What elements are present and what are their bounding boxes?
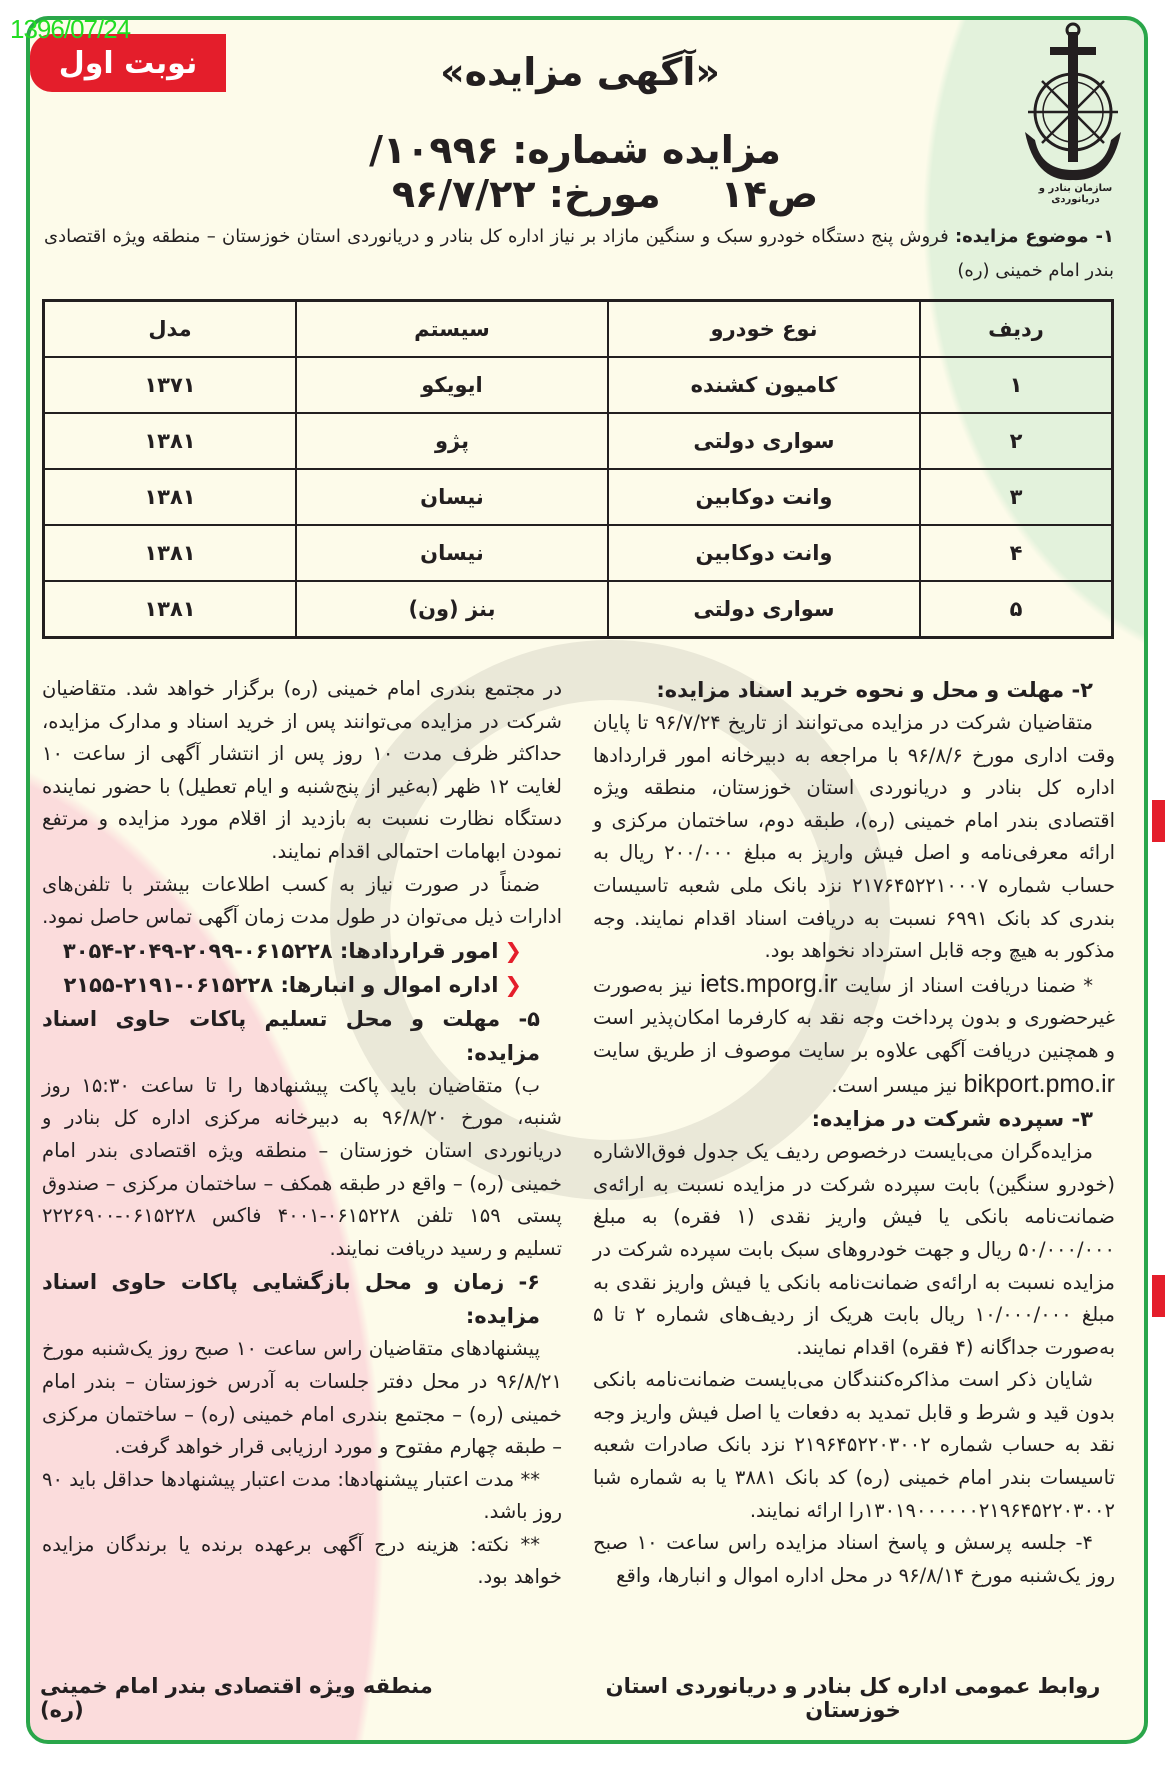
notice-title: «آگهی مزایده»	[440, 50, 720, 94]
table-row: ۲ سواری دولتی پژو ۱۳۸۱	[42, 412, 1114, 470]
cell-model: ۱۳۷۱	[42, 356, 297, 414]
auction-number: مزایده شماره: ۱۰۹۹۶/ص۱۴	[369, 128, 819, 216]
phone-contracts: ❮امور قراردادها: ۰۶۱۵۲۲۸-۲۰۹۹-۲۰۴۹-۳۰۵۴	[42, 934, 562, 968]
validity-note: ** مدت اعتبار پیشنهادها: مدت اعتبار پیشن…	[42, 1467, 562, 1524]
header-row-no: ردیف	[919, 299, 1114, 358]
cell-vehicle-type: وانت دوکابین	[607, 468, 921, 526]
table-row: ۳ وانت دوکابین نیسان ۱۳۸۱	[42, 468, 1114, 526]
auction-subject: ۱- موضوع مزایده: فروش پنج دستگاه خودرو س…	[44, 220, 1114, 288]
chevron-left-icon: ❮	[504, 938, 522, 963]
online-note-text: نیز به‌صورت غیرحضوری و بدون پرداخت وجه ن…	[593, 973, 1115, 1062]
phone-number: ۰۶۱۵۲۲۸-۲۰۹۹-۲۰۴۹-۳۰۵۴	[62, 938, 333, 963]
logo-caption: سازمان بنادر و دریانوردی	[1038, 183, 1113, 205]
cell-model: ۱۳۸۱	[42, 524, 297, 582]
cell-model: ۱۳۸۱	[42, 580, 297, 639]
section-5-text: ب) متقاضیان باید پاکت پیشنهادها را تا سا…	[42, 1073, 562, 1260]
first-publication-badge: نوبت اول	[30, 34, 226, 92]
edge-marker	[1152, 800, 1165, 842]
cell-system: نیسان	[295, 468, 609, 526]
cell-model: ۱۳۸۱	[42, 468, 297, 526]
section-6-text: پیشنهادهای متقاضیان راس ساعت ۱۰ صبح روز …	[42, 1337, 562, 1459]
site-link-bikport[interactable]: bikport.pmo.ir	[963, 1069, 1115, 1098]
section-3-title: ۳- سپرده شرکت در مزایده:	[811, 1107, 1093, 1132]
header-system: سیستم	[295, 299, 609, 358]
phone-label: اداره اموال و انبارها:	[280, 972, 499, 997]
auction-number-line: مزایده شماره: ۱۰۹۹۶/ص۱۴مورخ: ۹۶/۷/۲۲	[250, 128, 930, 216]
header-model: مدل	[42, 299, 297, 358]
table-row: ۱ کامیون کشنده ایویکو ۱۳۷۱	[42, 356, 1114, 414]
auction-date: مورخ: ۹۶/۷/۲۲	[391, 172, 661, 216]
table-row: ۴ وانت دوکابین نیسان ۱۳۸۱	[42, 524, 1114, 582]
table-row: ۵ سواری دولتی بنز (ون) ۱۳۸۱	[42, 580, 1114, 639]
section-4-text: ۴- جلسه پرسش و پاسخ اسناد مزایده راس ساع…	[593, 1531, 1115, 1587]
cell-system: نیسان	[295, 524, 609, 582]
date-stamp: 1396/07/24	[10, 14, 131, 44]
vehicles-table: ردیف نوع خودرو سیستم مدل ۱ کامیون کشنده ای…	[42, 299, 1114, 639]
left-column: در مجتمع بندری امام خمینی (ره) برگزار خو…	[42, 673, 562, 1594]
cell-vehicle-type: سواری دولتی	[607, 412, 921, 470]
cell-system: پژو	[295, 412, 609, 470]
cell-vehicle-type: سواری دولتی	[607, 580, 921, 639]
section-2-text: متقاضیان شرکت در مزایده می‌توانند از تار…	[593, 711, 1116, 963]
section-4-continued: در مجتمع بندری امام خمینی (ره) برگزار خو…	[42, 677, 562, 863]
section-6-title: ۶- زمان و محل بازگشایی پاکات حاوی اسناد …	[42, 1270, 540, 1329]
cell-system: ایویکو	[295, 356, 609, 414]
online-note-text: نیز میسر است.	[831, 1073, 958, 1097]
section-2-title: ۲- مهلت و محل و نحوه خرید اسناد مزایده:	[656, 678, 1093, 702]
cell-row-number: ۵	[919, 580, 1114, 639]
section-2-online-note: * ضمنا دریافت اسناد از سایت iets.mporg.i…	[593, 968, 1115, 1102]
edge-marker	[1152, 1275, 1165, 1317]
cell-row-number: ۱	[919, 356, 1114, 414]
cell-row-number: ۲	[919, 412, 1114, 470]
cell-vehicle-type: وانت دوکابین	[607, 524, 921, 582]
cell-row-number: ۴	[919, 524, 1114, 582]
footer-public-relations: روابط عمومی اداره کل بنادر و دریانوردی ا…	[605, 1674, 1101, 1722]
cell-vehicle-type: کامیون کشنده	[607, 356, 921, 414]
cell-row-number: ۳	[919, 468, 1114, 526]
phone-label: امور قراردادها:	[339, 938, 499, 963]
contact-note: ضمناً در صورت نیاز به کسب اطلاعات بیشتر …	[42, 872, 562, 929]
section-3-text: مزایده‌گران می‌بایست درخصوص ردیف یک جدول…	[593, 1140, 1115, 1359]
table-header-row: ردیف نوع خودرو سیستم مدل	[42, 299, 1114, 358]
section-3-bank-note: شایان ذکر است مذاکره‌کنندگان می‌بایست ضم…	[593, 1368, 1115, 1522]
ports-organization-anchor-logo	[1025, 22, 1121, 181]
site-link-iets[interactable]: iets.mporg.ir	[700, 969, 838, 998]
header-vehicle-type: نوع خودرو	[607, 299, 921, 358]
phone-warehouses: ❮اداره اموال و انبارها: ۰۶۱۵۲۲۸-۲۱۹۱-۲۱۵…	[42, 968, 562, 1002]
subject-text: فروش پنج دستگاه خودرو سبک و سنگین مازاد …	[44, 226, 1114, 281]
online-note-text: * ضمنا دریافت اسناد از سایت	[844, 973, 1094, 997]
subject-label: ۱- موضوع مزایده:	[954, 226, 1114, 247]
cell-system: بنز (ون)	[295, 580, 609, 639]
phone-number: ۰۶۱۵۲۲۸-۲۱۹۱-۲۱۵۵	[63, 972, 274, 997]
cost-note: ** نکته: هزینه درج آگهی برعهده برنده یا …	[42, 1532, 562, 1589]
right-column: ۲- مهلت و محل و نحوه خرید اسناد مزایده: …	[593, 673, 1115, 1592]
chevron-left-icon: ❮	[504, 972, 522, 997]
section-5-title: ۵- مهلت و محل تسلیم پاکات حاوی اسناد مزا…	[42, 1006, 540, 1065]
cell-model: ۱۳۸۱	[42, 412, 297, 470]
footer-economic-zone: منطقه ویژه اقتصادی بندر امام خمینی (ره)	[40, 1674, 433, 1722]
